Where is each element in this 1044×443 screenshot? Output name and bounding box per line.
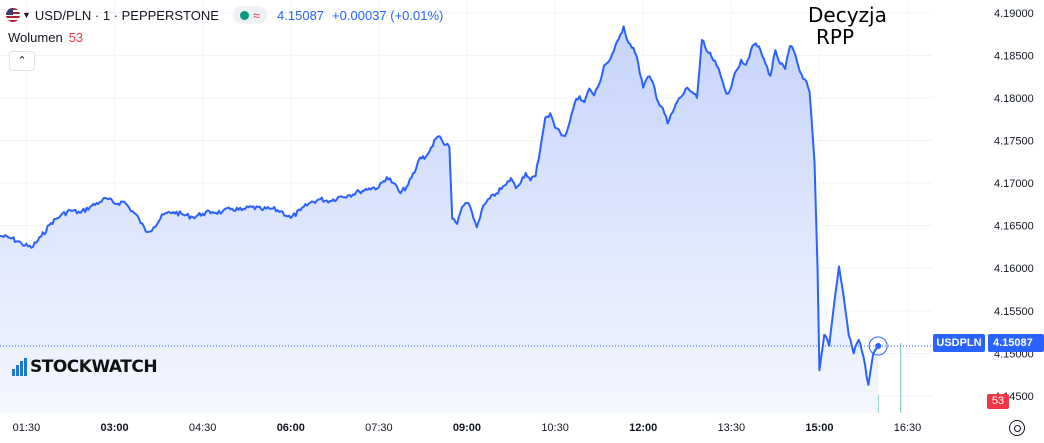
time-tick-label: 06:00	[277, 422, 305, 434]
annotation-line-1: Decyzja	[808, 3, 887, 27]
price-tick-label: 4.16500	[994, 221, 1034, 233]
collapse-legend-button[interactable]: ⌃	[9, 51, 35, 71]
time-tick-label: 15:00	[805, 422, 833, 434]
time-tick-label: 16:30	[894, 422, 922, 434]
time-tick-label: 03:00	[100, 422, 128, 434]
volume-legend[interactable]: Wolumen 53	[8, 30, 83, 45]
time-tick-label: 04:30	[189, 422, 217, 434]
price-tick-label: 4.17000	[994, 178, 1034, 190]
volume-bar	[900, 343, 902, 413]
symbol-header: ▼ USD/PLN · 1 · PEPPERSTONE ≈ 4.15087 +0…	[6, 6, 443, 24]
last-price-value: 4.15087	[277, 7, 325, 23]
market-status-pill[interactable]: ≈	[232, 6, 268, 24]
chevron-up-icon: ⌃	[17, 55, 27, 67]
price-tick-label: 4.19000	[994, 8, 1034, 20]
price-tick-label: 4.18500	[994, 50, 1034, 62]
approx-data-icon: ≈	[252, 7, 261, 23]
time-tick-label: 07:30	[365, 422, 393, 434]
settings-gear-icon[interactable]	[1009, 420, 1025, 436]
time-axis[interactable]: 01:30 03:00 04:30 06:00 07:30 09:00 10:30 12:00…	[13, 422, 922, 434]
us-flag-icon	[6, 8, 20, 22]
price-tick-label: 4.18000	[994, 93, 1034, 105]
symbol-price-tag: USDPLN	[933, 334, 985, 352]
time-tick-label: 01:30	[13, 422, 41, 434]
price-tick-label: 4.16000	[994, 263, 1034, 275]
last-price-pulse	[868, 336, 888, 356]
price-line	[0, 25, 880, 386]
time-tick-label: 09:00	[453, 422, 481, 434]
volume-tag: 53	[987, 394, 1009, 409]
price-change-value: +0.00037 (+0.01%)	[332, 7, 444, 23]
chevron-down-icon[interactable]: ▼	[22, 10, 31, 20]
stockwatch-watermark: STOCKWATCH	[12, 357, 158, 377]
price-tick-label: 4.17500	[994, 136, 1034, 148]
volume-bar	[878, 394, 879, 413]
last-price-tag: 4.15087	[988, 334, 1044, 352]
stockwatch-logo-text: STOCKWATCH	[30, 357, 158, 377]
time-tick-label: 13:30	[718, 422, 746, 434]
price-tick-label: 4.15500	[994, 306, 1034, 318]
time-tick-label: 10:30	[541, 422, 569, 434]
price-area-fill	[0, 26, 879, 414]
volume-legend-label: Wolumen	[8, 30, 63, 45]
stockwatch-logo-icon	[12, 358, 28, 376]
time-tick-label: 12:00	[629, 422, 657, 434]
last-price-dot	[875, 342, 882, 349]
volume-legend-value: 53	[68, 30, 84, 45]
market-open-icon	[239, 10, 249, 20]
annotation-line-2: RPP	[816, 25, 855, 49]
symbol-title[interactable]: USD/PLN · 1 · PEPPERSTONE	[34, 7, 219, 23]
